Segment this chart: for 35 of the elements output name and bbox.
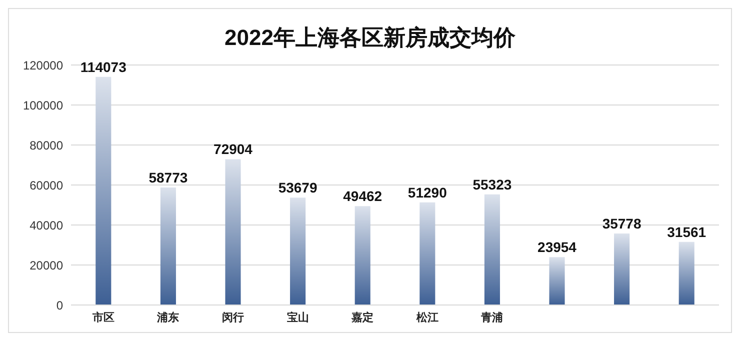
data-label: 35778 xyxy=(602,215,642,232)
x-tick-label: 青浦 xyxy=(480,310,504,324)
data-label: 49462 xyxy=(343,188,382,204)
data-label: 114073 xyxy=(80,58,127,75)
y-tick-label: 20000 xyxy=(30,258,64,272)
data-label: 51290 xyxy=(408,184,448,200)
data-label: 53679 xyxy=(278,180,318,196)
y-tick-label: 120000 xyxy=(22,58,64,72)
x-tick-label: 浦东 xyxy=(156,310,180,324)
y-tick-label: 100000 xyxy=(22,98,64,112)
data-label: 72904 xyxy=(214,141,253,158)
data-label: 31561 xyxy=(667,224,706,240)
data-label: 55323 xyxy=(472,176,512,192)
bar xyxy=(484,194,500,305)
y-tick-label: 0 xyxy=(56,298,64,312)
x-tick-label: 嘉定 xyxy=(352,310,374,324)
data-label: 58773 xyxy=(148,169,188,186)
bar xyxy=(225,159,241,305)
y-tick-label: 40000 xyxy=(30,218,64,232)
bar xyxy=(160,187,176,305)
bar xyxy=(354,206,370,305)
x-tick-label: 市区 xyxy=(91,310,114,324)
bar xyxy=(614,233,630,305)
x-tick-label: 松江 xyxy=(415,310,438,324)
y-tick-label: 80000 xyxy=(30,138,64,152)
bar xyxy=(678,242,694,305)
bar xyxy=(96,76,112,305)
data-label: 23954 xyxy=(538,239,577,256)
bar xyxy=(420,202,436,305)
bar xyxy=(290,198,306,305)
chart-title: 2022年上海各区新房成交均价 xyxy=(224,24,516,51)
y-tick-label: 60000 xyxy=(30,178,64,192)
x-tick-label: 宝山 xyxy=(286,310,309,324)
x-tick-label: 闵行 xyxy=(222,310,244,324)
bar xyxy=(549,257,565,305)
